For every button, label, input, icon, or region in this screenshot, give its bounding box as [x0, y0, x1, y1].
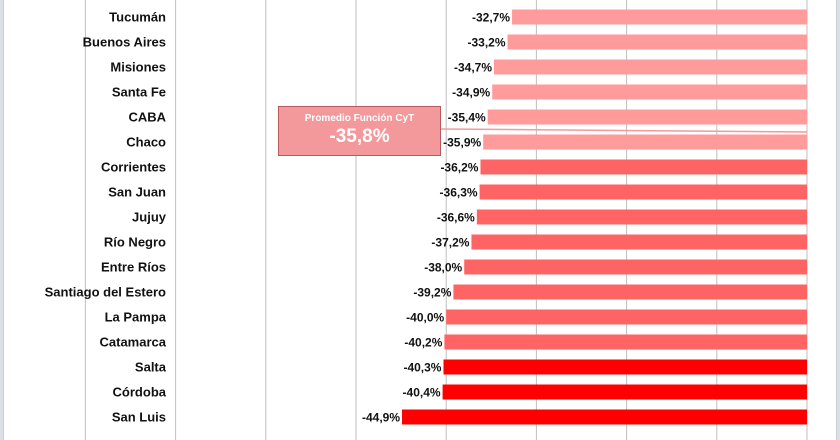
value-label: -39,2%: [413, 286, 451, 300]
bar: [494, 59, 807, 75]
value-label: -37,2%: [431, 236, 469, 250]
category-label: Córdoba: [113, 385, 167, 400]
bar: [479, 184, 807, 200]
bar: [476, 209, 807, 225]
category-label: San Juan: [108, 185, 166, 200]
category-label: Santa Fe: [112, 85, 166, 100]
value-label: -40,3%: [403, 361, 441, 375]
bar: [480, 159, 807, 175]
value-label: -44,9%: [362, 411, 400, 425]
category-label: Salta: [135, 360, 167, 375]
value-label: -40,4%: [403, 386, 441, 400]
value-label: -36,6%: [437, 211, 475, 225]
bars: [402, 9, 807, 425]
category-labels: Tucumán Buenos Aires Misiones Santa Fe CABA C…: [45, 10, 167, 425]
value-label: -35,4%: [448, 111, 486, 125]
bar: [446, 309, 807, 325]
bar: [483, 134, 807, 150]
bar: [444, 334, 807, 350]
value-labels: -32,7% -33,2% -34,7% -34,9% -35,4% -35,9% -36,…: [362, 11, 510, 425]
bar: [492, 84, 807, 100]
category-label: Misiones: [110, 60, 166, 75]
average-callout: Promedio Función CyT -35,8%: [278, 106, 441, 156]
value-label: -34,9%: [452, 86, 490, 100]
bar: [453, 284, 807, 300]
bar: [487, 109, 807, 125]
category-label: CABA: [128, 110, 166, 125]
category-label: Jujuy: [132, 210, 167, 225]
value-label: -35,9%: [443, 136, 481, 150]
chart-frame: Tucumán Buenos Aires Misiones Santa Fe CABA C…: [4, 0, 836, 440]
bar-chart: Tucumán Buenos Aires Misiones Santa Fe CABA C…: [45, 0, 808, 440]
bar: [464, 259, 807, 275]
bar: [443, 359, 807, 375]
category-label: Santiago del Estero: [45, 285, 166, 300]
average-callout-value: -35,8%: [329, 126, 390, 147]
category-label: Entre Ríos: [101, 260, 166, 275]
bar: [507, 34, 807, 50]
category-label: Río Negro: [104, 235, 166, 250]
value-label: -38,0%: [424, 261, 462, 275]
average-line: [440, 128, 808, 133]
category-label: Chaco: [126, 135, 166, 150]
value-label: -36,2%: [440, 161, 478, 175]
value-label: -34,7%: [454, 61, 492, 75]
bar: [512, 9, 807, 25]
value-label: -40,0%: [406, 311, 444, 325]
bar: [442, 384, 807, 400]
category-label: Corrientes: [101, 160, 166, 175]
bar: [471, 234, 807, 250]
bar: [402, 409, 807, 425]
category-label: Catamarca: [100, 335, 167, 350]
category-label: La Pampa: [105, 310, 167, 325]
category-label: Buenos Aires: [83, 35, 166, 50]
value-label: -33,2%: [468, 36, 506, 50]
category-label: San Luis: [112, 410, 166, 425]
average-callout-title: Promedio Función CyT: [304, 113, 415, 124]
value-label: -36,3%: [440, 186, 478, 200]
value-label: -32,7%: [472, 11, 510, 25]
value-label: -40,2%: [404, 336, 442, 350]
category-label: Tucumán: [109, 10, 166, 25]
